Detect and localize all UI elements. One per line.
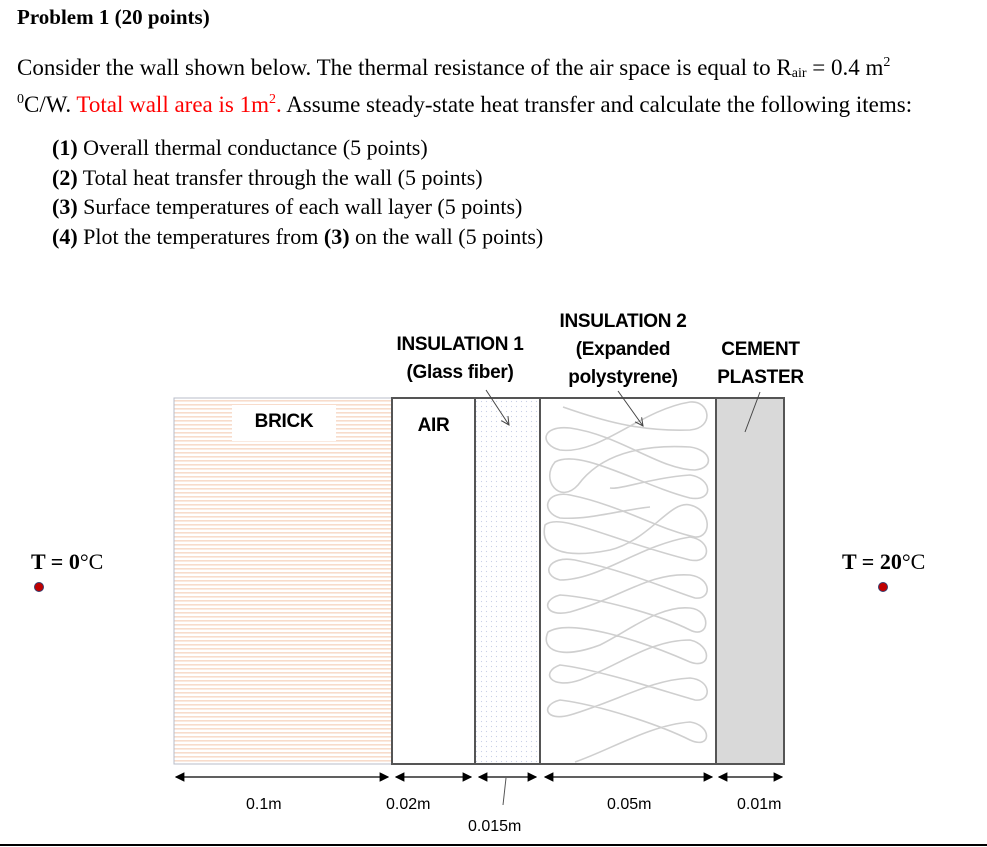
- problem-statement: Consider the wall shown below. The therm…: [17, 52, 977, 120]
- insulation-1-label: INSULATION 1 (Glass fiber): [396, 334, 524, 383]
- insulation-2-thickness: 0.05m: [607, 796, 652, 813]
- brick-label: BRICK: [254, 411, 314, 432]
- statement-text-2: Assume steady-state heat transfer and ca…: [281, 92, 913, 117]
- problem-title: Problem 1 (20 points): [17, 5, 210, 29]
- insulation-1-pointer: [485, 389, 509, 425]
- task-item: (3) Surface temperatures of each wall la…: [52, 194, 523, 220]
- m2-superscript: 2: [883, 55, 891, 70]
- air-layer: [391, 397, 476, 765]
- task-item: (4) Plot the temperatures from (3) on th…: [52, 224, 544, 250]
- plaster-thickness: 0.01m: [737, 796, 782, 813]
- right-temperature: T = 20°C: [842, 549, 926, 574]
- r-air-subscript: air: [791, 66, 807, 81]
- insulation-2-pointer: [617, 390, 643, 426]
- right-temperature-dot: [878, 582, 888, 592]
- air-label: AIR: [417, 415, 450, 436]
- insulation-1-dim-leader: [502, 777, 507, 806]
- left-temperature-dot: [34, 582, 44, 592]
- cement-plaster-layer: [715, 397, 785, 765]
- brick-thickness: 0.1m: [246, 796, 282, 813]
- bottom-divider: [0, 844, 987, 846]
- insulation-1-layer: [474, 397, 541, 765]
- unit-text: C/W.: [24, 92, 77, 117]
- insulation-2-layer: [539, 397, 717, 765]
- plaster-pointer: [744, 391, 761, 433]
- air-thickness: 0.02m: [386, 796, 431, 813]
- brick-layer: [173, 397, 393, 765]
- insulation-2-label: INSULATION 2 (Expanded polystyrene): [559, 311, 687, 388]
- wall-area-highlight: Total wall area is 1m2.: [76, 92, 282, 117]
- task-item: (2) Total heat transfer through the wall…: [52, 164, 483, 190]
- degree-superscript: 0: [17, 92, 24, 107]
- task-list: (1) Overall thermal conductance (5 point…: [52, 133, 543, 252]
- task-item: (1) Overall thermal conductance (5 point…: [52, 135, 428, 160]
- cement-plaster-label: CEMENT PLASTER: [717, 339, 804, 388]
- statement-text: Consider the wall shown below. The therm…: [17, 55, 792, 80]
- insulation-1-thickness: 0.015m: [468, 818, 522, 835]
- left-temperature: T = 0°C: [31, 549, 104, 574]
- r-air-value: = 0.4 m: [806, 55, 884, 80]
